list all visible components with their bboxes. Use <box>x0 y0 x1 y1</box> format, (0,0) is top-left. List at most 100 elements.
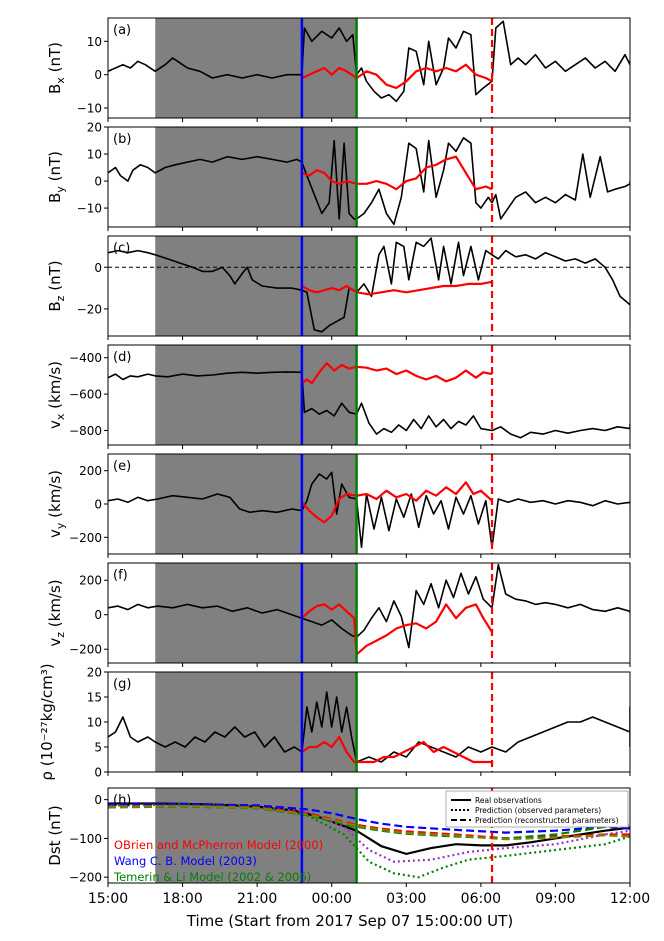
y-axis-subscript: z <box>54 632 67 638</box>
y-axis-symbol: B <box>46 193 64 203</box>
y-axis-unit: (10⁻²⁷kg/cm³) <box>38 663 56 771</box>
shaded-interval <box>155 236 357 336</box>
x-tick-label: 21:00 <box>237 891 277 907</box>
panel-e: −200 0 200 (e) vy (km/s) <box>46 453 631 558</box>
observed-series <box>108 471 630 549</box>
observed-series <box>108 137 630 226</box>
y-tick-label: 5 <box>94 741 102 755</box>
legend-entry: Prediction (observed parameters) <box>475 806 601 815</box>
y-axis-symbol: v <box>46 529 64 538</box>
panel-frame <box>107 235 631 337</box>
y-axis-subscript: x <box>54 77 67 84</box>
model-label: Temerin & Li Model (2002 & 2006) <box>113 870 311 884</box>
x-tick-label: 00:00 <box>312 891 352 907</box>
panel-f: −200 0 200 (f) vz (km/s) <box>46 562 631 667</box>
y-axis-symbol: ρ <box>38 771 56 781</box>
plot-area <box>108 20 630 103</box>
series-line-1 <box>108 803 630 863</box>
y-tick-label: 0 <box>94 766 102 780</box>
y-tick-label: 0 <box>94 175 102 189</box>
y-tick-label: 20 <box>87 121 102 135</box>
y-tick-label: 0 <box>94 793 102 807</box>
panel-label: (b) <box>113 132 131 147</box>
y-axis-label: vx (km/s) <box>46 361 67 429</box>
panel-d: −800 −600 −400 (d) vx (km/s) <box>46 344 631 449</box>
model-series <box>301 63 493 90</box>
y-axis-label: Bx (nT) <box>46 42 67 94</box>
y-axis-unit: (km/s) <box>46 579 64 632</box>
y-tick-label: −20 <box>77 302 102 316</box>
y-tick-label: −200 <box>69 871 102 885</box>
model-series <box>301 280 493 296</box>
panel-b: −10 0 10 20 (b) By (nT) <box>46 121 631 231</box>
y-axis-subscript: z <box>54 295 67 301</box>
y-tick-label: 10 <box>87 148 102 162</box>
y-axis-symbol: v <box>46 420 64 429</box>
plot-area <box>108 471 630 549</box>
y-tick-label: 0 <box>94 261 102 275</box>
model-series <box>301 481 493 524</box>
plot-area <box>108 563 630 656</box>
panel-frame <box>107 787 631 884</box>
panel-label: (a) <box>113 23 131 38</box>
shaded-interval <box>155 672 357 772</box>
panel-a: −10 0 10 (a) Bx (nT) <box>46 17 631 122</box>
y-tick-label: −10 <box>77 102 102 116</box>
plot-area <box>108 362 630 439</box>
x-tick-label: 12:00 <box>610 891 650 907</box>
y-tick-label: −200 <box>69 531 102 545</box>
observed-series <box>108 563 630 649</box>
panel-label: (f) <box>113 568 128 583</box>
shaded-interval <box>155 18 357 118</box>
panel-frame <box>107 17 631 119</box>
panel-frame <box>107 344 631 446</box>
y-tick-label: −800 <box>69 424 102 438</box>
panel-frame <box>107 126 631 228</box>
y-tick-label: −200 <box>69 643 102 657</box>
y-tick-label: 0 <box>94 608 102 622</box>
y-axis-subscript: y <box>54 186 67 193</box>
panel-c: −20 0 (c) Bz (nT) <box>46 235 631 340</box>
x-tick-label: 09:00 <box>535 891 575 907</box>
x-tick-label: 15:00 <box>88 891 128 907</box>
model-series <box>301 155 493 191</box>
observed-series <box>108 691 630 763</box>
y-axis-unit: (km/s) <box>46 361 64 414</box>
observed-series <box>108 237 630 333</box>
y-axis-label: Dst (nT) <box>46 805 64 865</box>
y-axis-subscript: y <box>54 522 67 529</box>
panel-g: 0 5 10 15 20 (g) ρ (10⁻²⁷kg/cm³) <box>38 663 631 781</box>
y-axis-subscript: x <box>54 413 67 420</box>
y-axis-symbol: B <box>46 84 64 94</box>
x-axis-label: Time (Start from 2017 Sep 07 15:00:00 UT… <box>186 912 513 930</box>
y-tick-label: 15 <box>87 691 102 705</box>
panel-label: (e) <box>113 459 131 474</box>
y-tick-label: 10 <box>87 716 102 730</box>
y-axis-label: vy (km/s) <box>46 470 67 538</box>
x-tick-label: 18:00 <box>162 891 202 907</box>
series-line-3 <box>108 802 630 834</box>
shaded-interval <box>155 345 357 445</box>
y-axis-symbol: Dst <box>46 840 64 865</box>
y-tick-label: −400 <box>69 351 102 365</box>
plot-area <box>108 802 630 879</box>
y-axis-unit: (nT) <box>46 260 64 295</box>
y-axis-label: ρ (10⁻²⁷kg/cm³) <box>38 663 56 780</box>
y-axis-symbol: B <box>46 301 64 311</box>
panel-frame <box>107 562 631 664</box>
y-axis-unit: (nT) <box>46 805 64 840</box>
model-series <box>301 362 493 385</box>
observed-series <box>108 20 630 103</box>
legend-entry: Real observations <box>475 796 542 805</box>
observed-series <box>108 371 630 439</box>
model-label: Wang C. B. Model (2003) <box>114 854 257 868</box>
panel-label: (g) <box>113 677 131 692</box>
shaded-interval <box>155 454 357 554</box>
y-axis-unit: (nT) <box>46 151 64 186</box>
y-axis-unit: (km/s) <box>46 470 64 523</box>
y-axis-unit: (nT) <box>46 42 64 77</box>
model-label: OBrien and McPherron Model (2000) <box>114 838 323 852</box>
y-axis-symbol: v <box>46 638 64 647</box>
